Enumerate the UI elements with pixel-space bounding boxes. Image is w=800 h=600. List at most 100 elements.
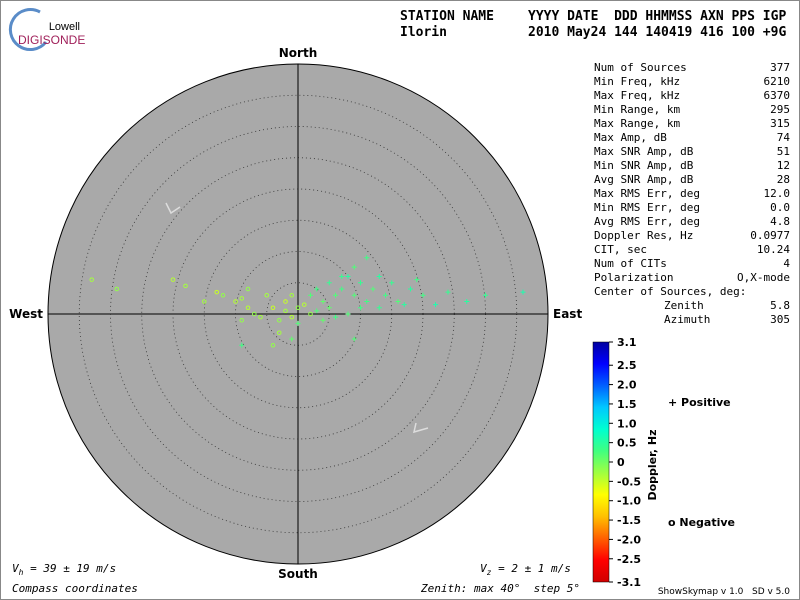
stat-label: Num of CITs [594, 257, 667, 270]
stat-label: Min Range, km [594, 103, 680, 116]
north-label: North [279, 46, 317, 60]
source-negative [289, 314, 295, 320]
source-negative [114, 286, 120, 292]
source-positive [389, 280, 395, 286]
stat-label: Polarization [594, 271, 673, 284]
stat-value: 4.8 [770, 215, 790, 228]
legend-negative: o Negative [668, 516, 735, 529]
stat-value: 377 [770, 61, 790, 74]
source-positive [364, 255, 370, 261]
stat-label: Center of Sources, deg: [594, 285, 746, 298]
source-positive [445, 289, 451, 295]
source-positive [333, 292, 338, 298]
stat-label: Avg SNR Amp, dB [594, 173, 694, 186]
colorbar-tick-label: -3.1 [617, 576, 641, 589]
source-positive [408, 286, 413, 292]
stat-value: 6210 [764, 75, 791, 88]
colorbar-tick-label: 1.0 [617, 417, 637, 430]
stat-label: Doppler Res, Hz [594, 229, 693, 242]
source-negative [201, 299, 207, 304]
stat-label: Max RMS Err, deg [594, 187, 700, 200]
colorbar-tick-label: -0.5 [617, 475, 641, 488]
stat-value: 5.8 [770, 299, 790, 312]
colorbar-tick-label: -2.5 [617, 553, 641, 566]
source-positive [376, 274, 382, 279]
stat-value: 10.24 [757, 243, 790, 256]
source-positive [395, 299, 401, 304]
stat-value: 305 [770, 313, 790, 326]
source-positive [483, 292, 488, 298]
stat-value: 12 [777, 159, 790, 172]
source-positive [370, 286, 376, 292]
colorbar-tick-label: 1.5 [617, 398, 637, 411]
source-positive [351, 336, 357, 342]
colorbar-tick-label: 3.1 [617, 336, 637, 349]
stat-label: Zenith [664, 299, 704, 312]
logo-line1: Lowell [49, 21, 80, 33]
stat-label: Min SNR Amp, dB [594, 159, 694, 172]
source-positive [333, 314, 338, 320]
header-value: 2010 May24 144 140419 416 100 +9G [528, 25, 786, 40]
stat-label: Azimuth [664, 313, 710, 326]
vh-sub: h [19, 568, 24, 577]
source-negative [308, 311, 313, 317]
stat-value: 0.0977 [750, 229, 790, 242]
vz-symbol: V [480, 562, 488, 575]
source-negative [270, 305, 276, 311]
source-positive [308, 292, 313, 298]
stat-label: Max Range, km [594, 117, 680, 130]
logo-line2: DIGISONDE [18, 33, 85, 47]
colorbar-tick-label: 0 [617, 456, 625, 469]
source-negative [239, 296, 245, 301]
east-label: East [553, 307, 582, 321]
source-positive [326, 280, 332, 286]
source-negative [220, 292, 226, 298]
source-positive [345, 274, 351, 279]
source-negative [245, 286, 251, 292]
vh-text: = 39 ± 19 m/s [23, 562, 116, 575]
source-negative [89, 277, 95, 282]
source-negative [289, 292, 295, 298]
source-positive [433, 302, 438, 308]
source-negative [283, 299, 288, 304]
version: ShowSkymap v 1.0 SD v 5.0 [658, 587, 790, 597]
stat-value: 4 [783, 257, 790, 270]
south-label: South [278, 567, 318, 581]
source-positive [314, 286, 320, 292]
source-positive [351, 292, 357, 298]
west-label: West [9, 307, 43, 321]
colorbar-tick-label: 0.5 [617, 437, 637, 450]
source-positive [520, 289, 526, 295]
colorbar-tick-label: 2.0 [617, 379, 637, 392]
source-positive [314, 308, 320, 314]
arrow-mark [412, 422, 429, 434]
source-negative [233, 299, 238, 304]
header-label: YYYY DATE DDD HHMMSS AXN PPS IGP [528, 9, 786, 24]
stat-value: 51 [777, 145, 790, 158]
coords-note: Compass coordinates [12, 582, 138, 595]
source-positive [295, 320, 301, 326]
colorbar-title: Doppler, Hz [646, 429, 659, 500]
source-positive [464, 299, 470, 304]
source-negative [270, 342, 276, 348]
source-negative [258, 314, 263, 320]
header-value: Ilorin [400, 25, 447, 40]
source-negative [264, 292, 270, 298]
colorbar-tick-label: -1.5 [617, 514, 641, 527]
source-negative [170, 277, 176, 282]
stat-value: 0.0 [770, 201, 790, 214]
stat-label: CIT, sec [594, 243, 647, 256]
source-positive [376, 305, 382, 311]
source-negative [295, 305, 301, 311]
legend-positive: + Positive [668, 396, 731, 409]
stat-value: O,X-mode [737, 271, 790, 284]
source-positive [339, 286, 345, 292]
stat-label: Max Freq, kHz [594, 89, 680, 102]
source-positive [414, 277, 420, 283]
stat-label: Max Amp, dB [594, 131, 667, 144]
stat-value: 295 [770, 103, 790, 116]
source-positive [351, 264, 357, 270]
arrow-mark [165, 202, 181, 215]
